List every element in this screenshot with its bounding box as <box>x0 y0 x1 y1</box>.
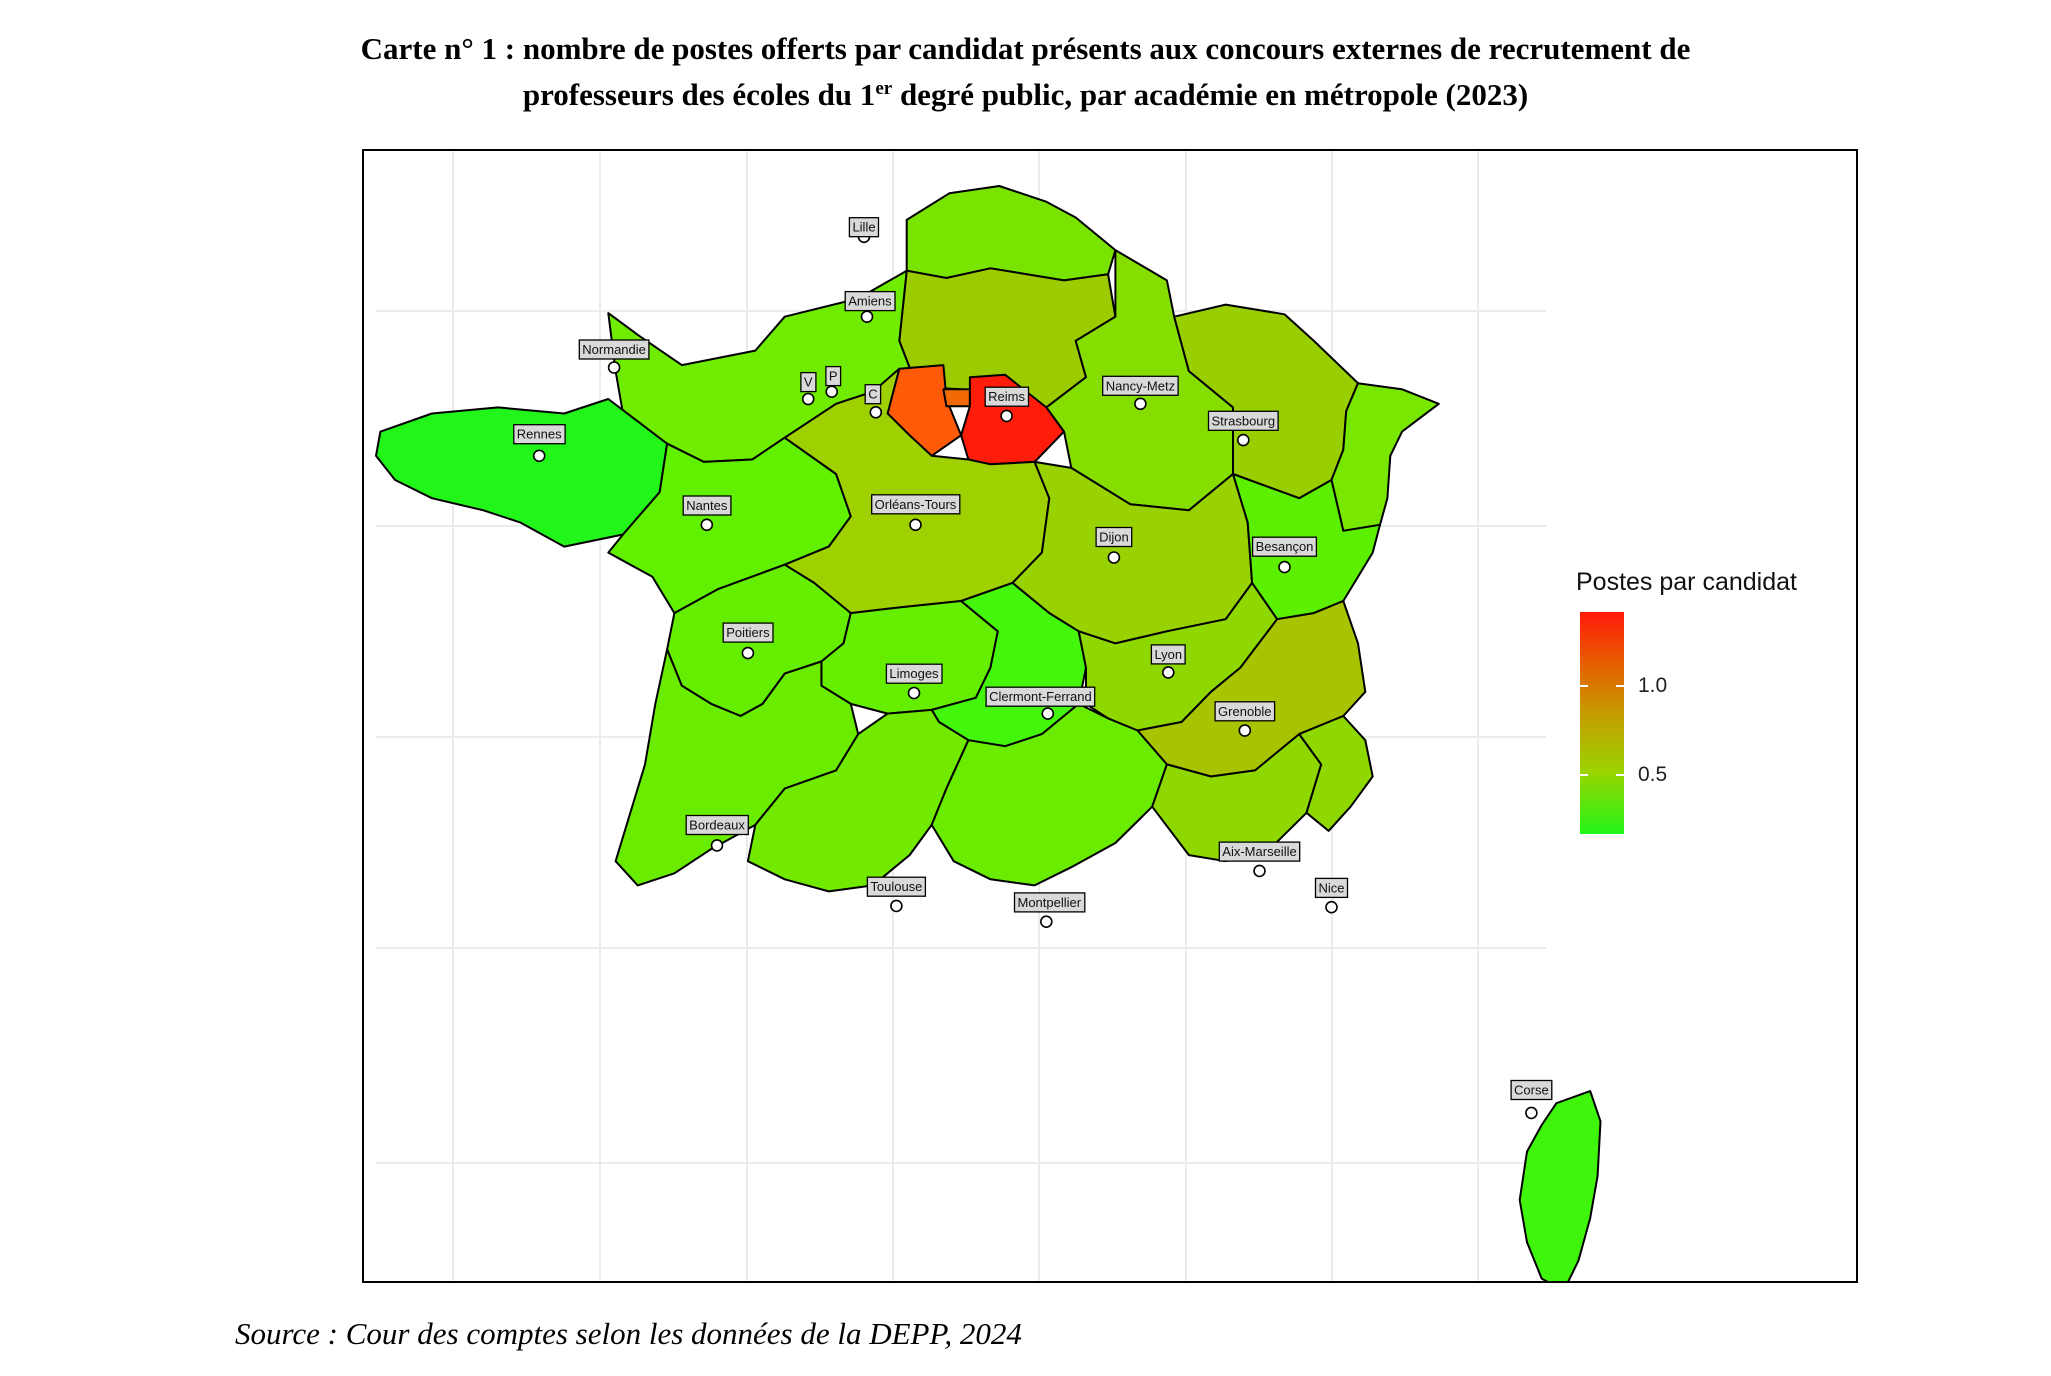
city-marker-montpellier <box>1039 915 1053 929</box>
city-label-corse: Corse <box>1514 1083 1549 1098</box>
city-label-box-versailles <box>800 371 817 393</box>
city-marker-paris <box>825 385 839 398</box>
city-label-cr-teil: C <box>868 387 877 402</box>
city-label-nantes: Nantes <box>686 498 728 513</box>
city-label-box-paris <box>825 365 842 387</box>
region-lille <box>905 185 1117 282</box>
city-label-box-montpellier <box>1013 892 1086 913</box>
city-label-besan-on: Besançon <box>1256 539 1314 554</box>
map-title: Carte n° 1 : nombre de postes offerts pa… <box>0 26 2051 118</box>
city-marker-dijon <box>1107 551 1121 564</box>
legend-title: Postes par candidat <box>1576 568 1797 596</box>
city-label-box-reims <box>984 386 1030 407</box>
legend-color-bar <box>1580 612 1624 834</box>
city-marker-aix-marseille <box>1253 864 1266 878</box>
source-note: Source : Cour des comptes selon les donn… <box>235 1316 1022 1351</box>
city-label-box-amiens <box>844 290 896 312</box>
city-marker-lyon <box>1161 666 1175 679</box>
city-label-nancy-metz: Nancy-Metz <box>1106 378 1175 393</box>
city-label-grenoble: Grenoble <box>1218 704 1271 719</box>
title-line-2-text: professeurs des écoles du 1 <box>522 77 876 112</box>
city-marker-grenoble <box>1238 724 1252 737</box>
city-marker-cr-teil <box>869 405 883 419</box>
city-label-box-bordeaux <box>685 814 749 836</box>
city-label-box-strasbourg <box>1207 410 1279 431</box>
city-label-box-rennes <box>513 424 566 445</box>
city-marker-amiens <box>860 310 874 323</box>
city-label-toulouse: Toulouse <box>870 879 922 894</box>
legend: Postes par candidat 1.0 0.5 <box>1576 568 1876 848</box>
city-marker-rennes <box>532 449 546 463</box>
region-corse <box>1518 1090 1602 1281</box>
city-marker-orl-ans-tours <box>909 518 922 532</box>
city-label-amiens: Amiens <box>848 294 892 309</box>
city-marker-reims <box>1000 409 1013 423</box>
city-marker-poitiers <box>741 646 755 660</box>
city-label-poitiers: Poitiers <box>726 625 770 640</box>
city-marker-limoges <box>907 686 921 700</box>
city-label-bordeaux: Bordeaux <box>689 818 745 833</box>
city-marker-bordeaux <box>710 839 724 852</box>
region-strasbourg <box>1330 382 1440 532</box>
city-marker-nantes <box>700 518 714 532</box>
title-line-2-end: degré public, par académie en métropole … <box>892 77 1529 112</box>
city-label-box-normandie <box>578 339 650 360</box>
city-label-montpellier: Montpellier <box>1018 895 1082 910</box>
city-label-box-limoges <box>885 663 943 684</box>
city-marker-corse <box>1525 1106 1538 1120</box>
city-label-box-dijon <box>1095 526 1133 548</box>
city-marker-nice <box>1325 900 1338 914</box>
france-academies-map: Lille Amiens Normandie Reims Nancy-Metz Stras… <box>375 151 1602 1281</box>
academy-regions <box>375 185 1602 1281</box>
city-label-box-nancy-metz <box>1102 375 1179 396</box>
city-label-lille: Lille <box>852 220 875 235</box>
city-marker-toulouse <box>890 899 903 913</box>
title-line-1: Carte n° 1 : nombre de postes offerts pa… <box>360 31 1691 66</box>
title-superscript: er <box>875 78 893 99</box>
city-label-clermont-ferrand: Clermont-Ferrand <box>989 689 1092 704</box>
city-label-lyon: Lyon <box>1154 647 1182 662</box>
city-label-dijon: Dijon <box>1099 530 1129 545</box>
city-label-box-aix-marseille <box>1218 841 1301 862</box>
city-label-aix-marseille: Aix-Marseille <box>1222 844 1296 859</box>
city-marker-versailles <box>801 392 815 406</box>
city-label-orl-ans-tours: Orléans-Tours <box>875 497 957 512</box>
city-label-box-cr-teil <box>864 384 882 405</box>
region-nice <box>1298 715 1374 832</box>
city-marker-nancy-metz <box>1134 397 1147 411</box>
academy-markers: Lille Amiens Normandie Reims Nancy-Metz Stras… <box>513 217 1553 1120</box>
city-label-box-nantes <box>682 495 732 516</box>
region-paris <box>942 388 971 408</box>
city-label-box-toulouse <box>866 876 927 897</box>
legend-label-1-0: 1.0 <box>1638 674 1668 697</box>
region-rennes <box>375 398 669 548</box>
city-label-strasbourg: Strasbourg <box>1212 413 1276 428</box>
city-label-box-lille <box>848 217 880 238</box>
city-label-box-nice <box>1314 877 1349 899</box>
city-label-box-poitiers <box>722 622 774 643</box>
city-label-paris: P <box>829 369 838 384</box>
city-label-normandie: Normandie <box>582 342 646 357</box>
city-label-versailles: V <box>804 375 813 390</box>
city-label-box-orl-ans-tours <box>871 494 961 515</box>
city-label-limoges: Limoges <box>889 666 939 681</box>
city-marker-clermont-ferrand <box>1041 707 1055 720</box>
city-marker-strasbourg <box>1236 433 1250 447</box>
city-marker-normandie <box>607 361 621 374</box>
city-label-nice: Nice <box>1318 880 1344 895</box>
city-label-box-besan-on <box>1251 536 1318 557</box>
city-label-box-corse <box>1510 1079 1553 1101</box>
city-label-reims: Reims <box>988 389 1025 404</box>
city-label-box-grenoble <box>1214 701 1276 722</box>
legend-label-0-5: 0.5 <box>1638 763 1668 786</box>
city-label-box-lyon <box>1150 644 1186 665</box>
title-line-2: professeurs des écoles du 1er degré publ… <box>0 72 2051 118</box>
city-marker-besan-on <box>1278 560 1291 574</box>
city-label-box-clermont-ferrand <box>985 686 1096 707</box>
city-label-rennes: Rennes <box>517 427 562 442</box>
